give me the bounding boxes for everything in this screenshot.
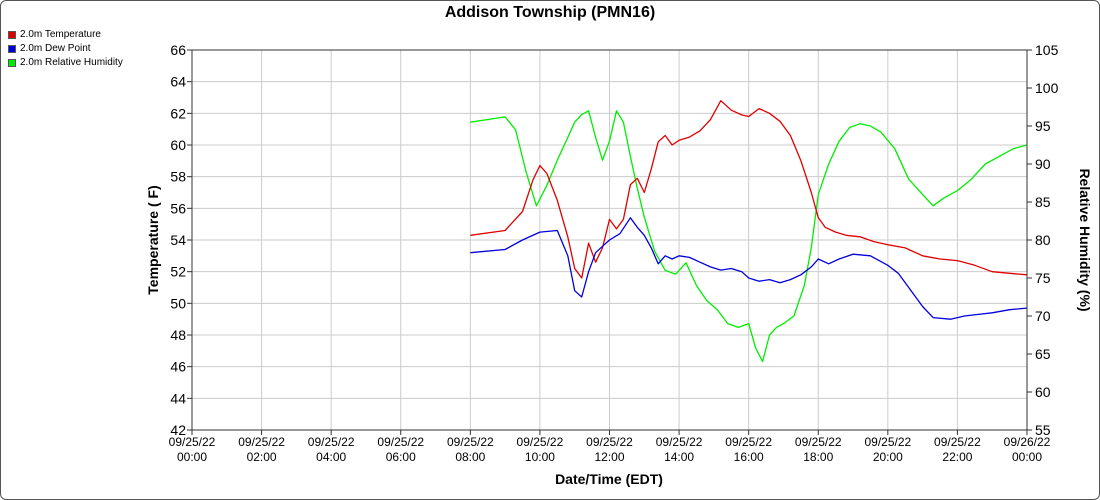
x-tick-label: 09/25/22 xyxy=(169,435,216,449)
x-tick-label: 09/25/22 xyxy=(308,435,355,449)
x-tick-label: 12:00 xyxy=(594,450,624,464)
legend-item-temperature: 2.0m Temperature xyxy=(8,28,123,42)
x-tick-label: 09/25/22 xyxy=(238,435,285,449)
y-tick-label-right: 65 xyxy=(1035,346,1051,362)
x-tick-label: 04:00 xyxy=(316,450,346,464)
series-line-2-0m-temperature xyxy=(470,100,1028,279)
x-tick-label: 09/25/22 xyxy=(795,435,842,449)
x-tick-label: 09/25/22 xyxy=(934,435,981,449)
y-tick-label-left: 62 xyxy=(170,105,186,121)
legend-item-relative-humidity: 2.0m Relative Humidity xyxy=(8,56,123,70)
legend-swatch-temperature xyxy=(8,31,16,39)
y-tick-label-left: 46 xyxy=(170,359,186,375)
x-tick-label: 09/25/22 xyxy=(725,435,772,449)
x-tick-label: 22:00 xyxy=(942,450,972,464)
y-tick-label-left: 58 xyxy=(170,169,186,185)
y-tick-label-left: 52 xyxy=(170,264,186,280)
x-tick-label: 09/25/22 xyxy=(864,435,911,449)
y-tick-label-right: 80 xyxy=(1035,232,1051,248)
x-tick-label: 20:00 xyxy=(873,450,903,464)
y-tick-label-right: 100 xyxy=(1035,80,1059,96)
legend-label-relative-humidity: 2.0m Relative Humidity xyxy=(20,57,123,68)
x-tick-label: 08:00 xyxy=(455,450,485,464)
y-tick-label-right: 55 xyxy=(1035,422,1051,438)
y-tick-label-right: 75 xyxy=(1035,270,1051,286)
y-axis-label-left: Temperature ( F) xyxy=(145,185,161,294)
y-tick-label-right: 60 xyxy=(1035,384,1051,400)
x-tick-label: 09/25/22 xyxy=(656,435,703,449)
series-line-2-0m-relative-humidity xyxy=(470,110,1028,363)
legend-label-temperature: 2.0m Temperature xyxy=(20,29,101,40)
y-tick-label-left: 48 xyxy=(170,327,186,343)
legend-swatch-dew-point xyxy=(8,45,16,53)
chart-legend: 2.0m Temperature 2.0m Dew Point 2.0m Rel… xyxy=(8,28,123,70)
y-tick-label-right: 105 xyxy=(1035,42,1059,58)
x-tick-label: 16:00 xyxy=(734,450,764,464)
x-tick-label: 02:00 xyxy=(247,450,277,464)
y-tick-label-left: 54 xyxy=(170,232,186,248)
x-tick-label: 09/25/22 xyxy=(517,435,564,449)
y-tick-label-right: 70 xyxy=(1035,308,1051,324)
y-tick-label-right: 95 xyxy=(1035,118,1051,134)
x-tick-label: 14:00 xyxy=(664,450,694,464)
x-tick-label: 06:00 xyxy=(386,450,416,464)
y-tick-label-left: 60 xyxy=(170,137,186,153)
series-line-2-0m-dew-point xyxy=(470,217,1028,320)
series-layer xyxy=(470,100,1028,363)
y-tick-label-left: 44 xyxy=(170,390,186,406)
y-tick-label-left: 42 xyxy=(170,422,186,438)
legend-swatch-relative-humidity xyxy=(8,59,16,67)
x-axis-label: Date/Time (EDT) xyxy=(555,471,663,487)
axes-labels: 09/25/2200:0009/25/2202:0009/25/2204:000… xyxy=(169,42,1059,464)
x-tick-label: 18:00 xyxy=(803,450,833,464)
y-tick-label-left: 64 xyxy=(170,74,186,90)
y-tick-label-left: 56 xyxy=(170,200,186,216)
chart-title: Addison Township (PMN16) xyxy=(444,4,656,21)
legend-label-dew-point: 2.0m Dew Point xyxy=(20,43,91,54)
x-tick-label: 10:00 xyxy=(525,450,555,464)
x-tick-label: 09/26/22 xyxy=(1004,435,1051,449)
x-tick-label: 09/25/22 xyxy=(586,435,633,449)
legend-item-dew-point: 2.0m Dew Point xyxy=(8,42,123,56)
y-tick-label-right: 90 xyxy=(1035,156,1051,172)
x-tick-label: 00:00 xyxy=(177,450,207,464)
y-axis-label-right: Relative Humidity (%) xyxy=(1077,168,1093,311)
y-tick-label-right: 85 xyxy=(1035,194,1051,210)
x-tick-label: 00:00 xyxy=(1012,450,1042,464)
x-tick-label: 09/25/22 xyxy=(447,435,494,449)
y-tick-label-left: 66 xyxy=(170,42,186,58)
x-tick-label: 09/25/22 xyxy=(377,435,424,449)
y-tick-label-left: 50 xyxy=(170,295,186,311)
